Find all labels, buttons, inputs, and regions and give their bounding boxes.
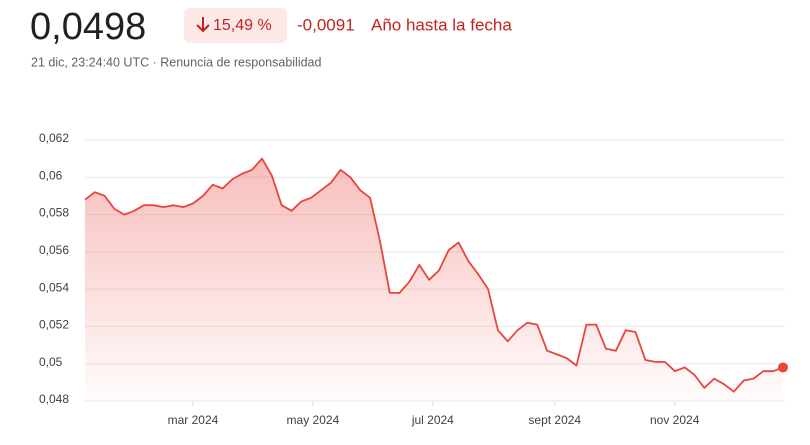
chart: 0,048 0,05 0,052 0,054 0,056 0,058 0,06 0,062 ma… [39,131,788,427]
change-value: -0,0091 [297,15,355,34]
down-arrow [196,17,210,33]
y-tick-label: 0,05 [39,355,63,369]
y-tick-label: 0,06 [39,168,63,182]
price-line [84,157,784,393]
price: 0,0498 [30,6,146,48]
x-tick-label: mar 2024 [168,413,219,427]
x-tick-label: jul 2024 [411,413,454,427]
change-percent: 15,49 % [213,17,272,34]
period: Año hasta la fecha [371,15,512,34]
y-tick-label: 0,062 [39,131,69,145]
last-point [778,362,788,373]
x-tick-label: nov 2024 [650,413,700,427]
y-tick-label: 0,056 [39,243,69,257]
y-tick-label: 0,052 [39,318,69,332]
change-badge [184,8,287,43]
y-tick-label: 0,058 [39,206,69,220]
area-fill [85,158,783,401]
timestamp: 21 dic, 23:24:40 UTC · Renuncia de respo… [31,55,322,69]
x-tick-label: sept 2024 [528,413,581,427]
x-tick-label: may 2024 [287,413,340,427]
y-tick-label: 0,048 [39,392,69,406]
y-tick-label: 0,054 [39,280,69,294]
